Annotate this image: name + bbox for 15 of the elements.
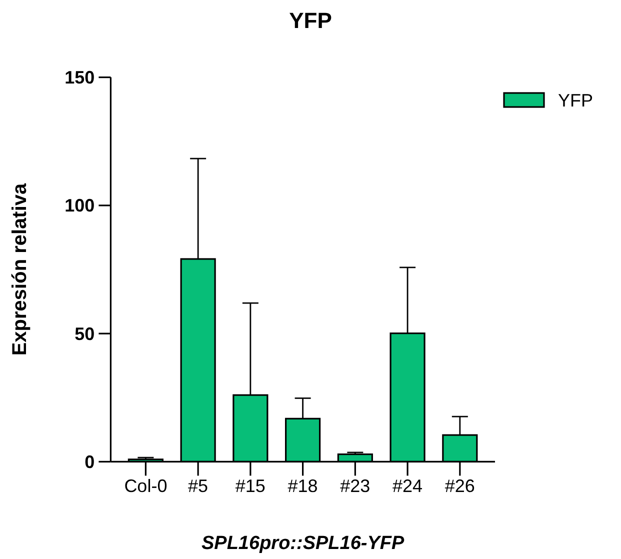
x-tick-label: #23 xyxy=(340,476,370,496)
y-tick-label: 100 xyxy=(64,196,95,216)
x-tick-label: #26 xyxy=(444,476,475,496)
x-tick-label: #15 xyxy=(235,476,266,496)
chart-title: YFP xyxy=(289,8,332,33)
x-tick-label: #24 xyxy=(392,476,423,496)
x-axis-title: SPL16pro::SPL16-YFP xyxy=(201,533,405,554)
x-tick-label: #5 xyxy=(188,476,208,496)
y-axis-title: Expresión relativa xyxy=(9,182,31,356)
x-tick-label: Col-0 xyxy=(124,476,168,496)
y-tick-label: 50 xyxy=(74,324,95,344)
y-tick-label: 150 xyxy=(64,68,95,88)
y-tick-label: 0 xyxy=(84,452,95,472)
legend-label: YFP xyxy=(558,90,594,110)
x-tick-label: #18 xyxy=(288,476,318,496)
